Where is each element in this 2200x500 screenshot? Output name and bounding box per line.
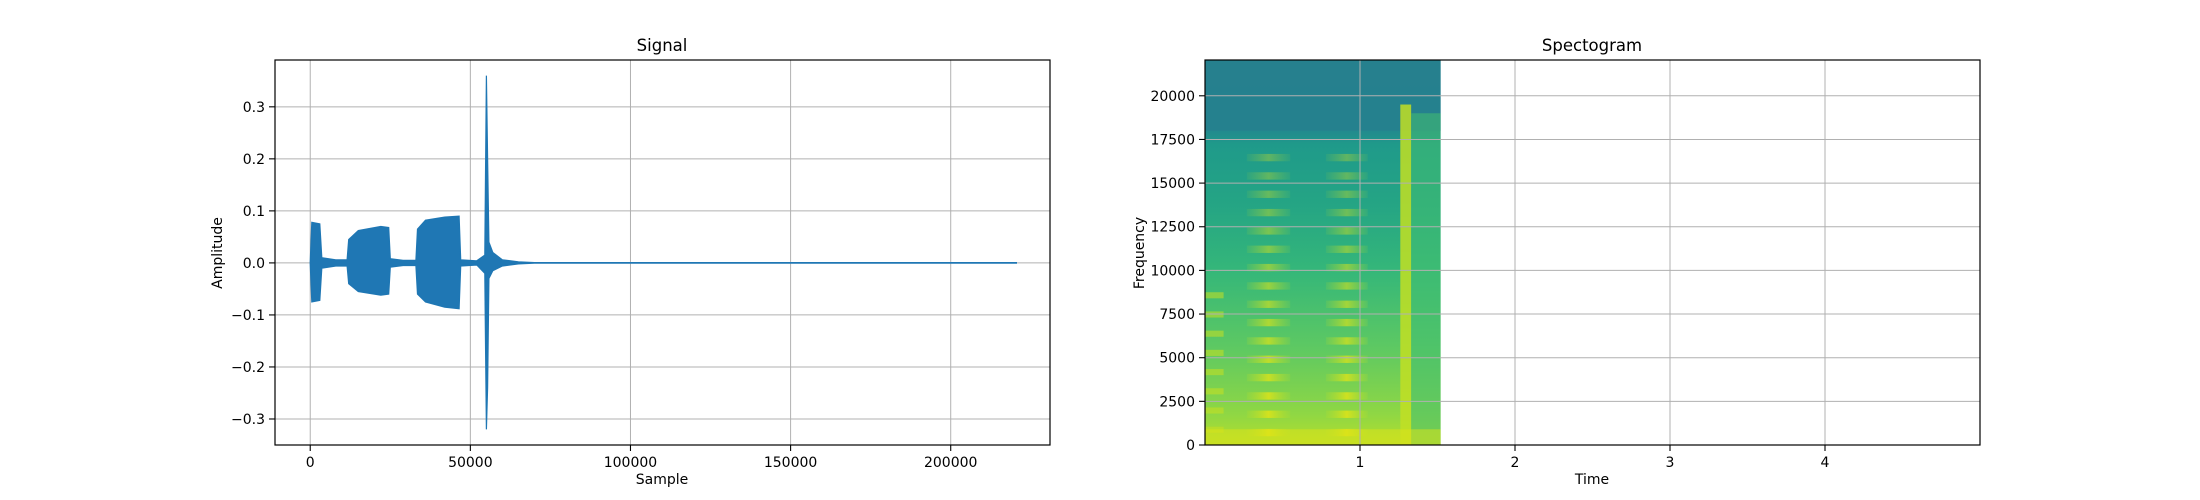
spectrogram-x-tick-label: 3: [1666, 455, 1675, 471]
spectrogram-image: [1205, 60, 1441, 445]
spectrogram-harmonic: [1205, 349, 1224, 356]
spectrogram-y-tick-label: 10000: [1150, 263, 1195, 279]
spectrogram-harmonic: [1325, 172, 1368, 180]
spectrogram-harmonic: [1325, 153, 1368, 162]
spectrogram-harmonic: [1325, 392, 1368, 400]
spectrogram-low-band: [1205, 429, 1441, 445]
spectrogram-harmonic: [1205, 388, 1224, 395]
signal-y-tick-label: −0.3: [231, 412, 265, 428]
spectrogram-y-ticks: 0 2500 5000 7500 10000 12500 15000 17500 20000: [1150, 89, 1205, 454]
spectrogram-harmonic: [1246, 227, 1291, 235]
spectrogram-harmonic: [1205, 369, 1224, 376]
spectrogram-chart: Spectogram 1 2 3 4 0 2500 5000 7500 10000 12500 1…: [1132, 36, 1981, 488]
spectrogram-harmonic: [1325, 227, 1368, 235]
spectrogram-harmonic: [1246, 355, 1291, 363]
spectrogram-harmonic: [1246, 282, 1291, 290]
signal-title: Signal: [637, 36, 688, 55]
signal-chart: Signal 0 50000 100000 150000 200000 −0.3 −0.2…: [210, 36, 1051, 488]
signal-x-tick-label: 50000: [448, 455, 493, 471]
spectrogram-harmonic: [1205, 407, 1224, 414]
spectrogram-harmonic: [1246, 337, 1291, 345]
spectrogram-y-tick-label: 12500: [1150, 220, 1195, 236]
signal-x-tick-label: 150000: [764, 455, 817, 471]
spectrogram-harmonic: [1246, 263, 1291, 272]
spectrogram-harmonic: [1205, 330, 1224, 337]
signal-x-tick-label: 200000: [924, 455, 977, 471]
spectrogram-harmonic: [1246, 318, 1291, 327]
spectrogram-x-tick-label: 4: [1821, 455, 1830, 471]
signal-grid: [275, 60, 1050, 445]
spectrogram-harmonic: [1246, 410, 1291, 418]
signal-waveform: [309, 75, 1017, 430]
spectrogram-harmonic: [1246, 392, 1291, 400]
spectrogram-harmonic: [1205, 292, 1224, 299]
signal-y-tick-label: −0.2: [231, 360, 265, 376]
spectrogram-y-tick-label: 5000: [1159, 351, 1195, 367]
spectrogram-y-tick-label: 17500: [1150, 132, 1195, 148]
spectrogram-harmonic: [1325, 337, 1368, 345]
spectrogram-y-tick-label: 7500: [1159, 307, 1195, 323]
spectrogram-harmonic: [1325, 355, 1368, 363]
spectrogram-decay: [1411, 113, 1441, 445]
signal-x-tick-label: 0: [306, 455, 315, 471]
signal-y-tick-label: 0.3: [243, 100, 265, 116]
spectrogram-harmonic: [1246, 190, 1291, 198]
spectrogram-y-tick-label: 15000: [1150, 176, 1195, 192]
signal-x-label: Sample: [636, 472, 689, 488]
spectrogram-harmonic: [1325, 410, 1368, 418]
spectrogram-harmonic: [1325, 373, 1368, 382]
signal-y-tick-label: −0.1: [231, 308, 265, 324]
spectrogram-harmonic: [1325, 300, 1368, 308]
signal-y-label: Amplitude: [210, 217, 226, 289]
spectrogram-harmonic: [1246, 172, 1291, 180]
spectrogram-x-tick-label: 2: [1511, 455, 1520, 471]
spectrogram-harmonic: [1325, 208, 1368, 217]
signal-plot-frame: [274, 59, 1051, 446]
spectrogram-harmonic: [1246, 245, 1291, 253]
signal-y-tick-label: 0.1: [243, 204, 265, 220]
spectrogram-plot-frame: [1204, 59, 1981, 446]
spectrogram-harmonic: [1246, 300, 1291, 308]
spectrogram-y-tick-label: 20000: [1150, 89, 1195, 105]
signal-y-tick-label: 0.2: [243, 152, 265, 168]
spectrogram-transient: [1400, 104, 1412, 445]
spectrogram-harmonic: [1246, 373, 1291, 382]
spectrogram-harmonic: [1325, 282, 1368, 290]
spectrogram-harmonic: [1246, 153, 1291, 162]
spectrogram-harmonic: [1325, 190, 1368, 198]
spectrogram-harmonic: [1325, 318, 1368, 327]
spectrogram-x-ticks: 1 2 3 4: [1356, 445, 1830, 471]
spectrogram-y-tick-label: 0: [1186, 438, 1195, 454]
signal-y-ticks: −0.3 −0.2 −0.1 0.0 0.1 0.2 0.3: [231, 100, 275, 428]
spectrogram-title: Spectogram: [1542, 36, 1642, 55]
spectrogram-x-label: Time: [1574, 472, 1609, 488]
spectrogram-y-tick-label: 2500: [1159, 394, 1195, 410]
spectrogram-harmonic: [1325, 245, 1368, 253]
signal-x-tick-label: 100000: [604, 455, 657, 471]
spectrogram-harmonic: [1325, 263, 1368, 272]
spectrogram-harmonic: [1246, 208, 1291, 217]
spectrogram-x-tick-label: 1: [1356, 455, 1365, 471]
spectrogram-y-label: Frequency: [1132, 217, 1148, 289]
signal-x-ticks: 0 50000 100000 150000 200000: [306, 445, 977, 471]
signal-y-tick-label: 0.0: [243, 256, 265, 272]
